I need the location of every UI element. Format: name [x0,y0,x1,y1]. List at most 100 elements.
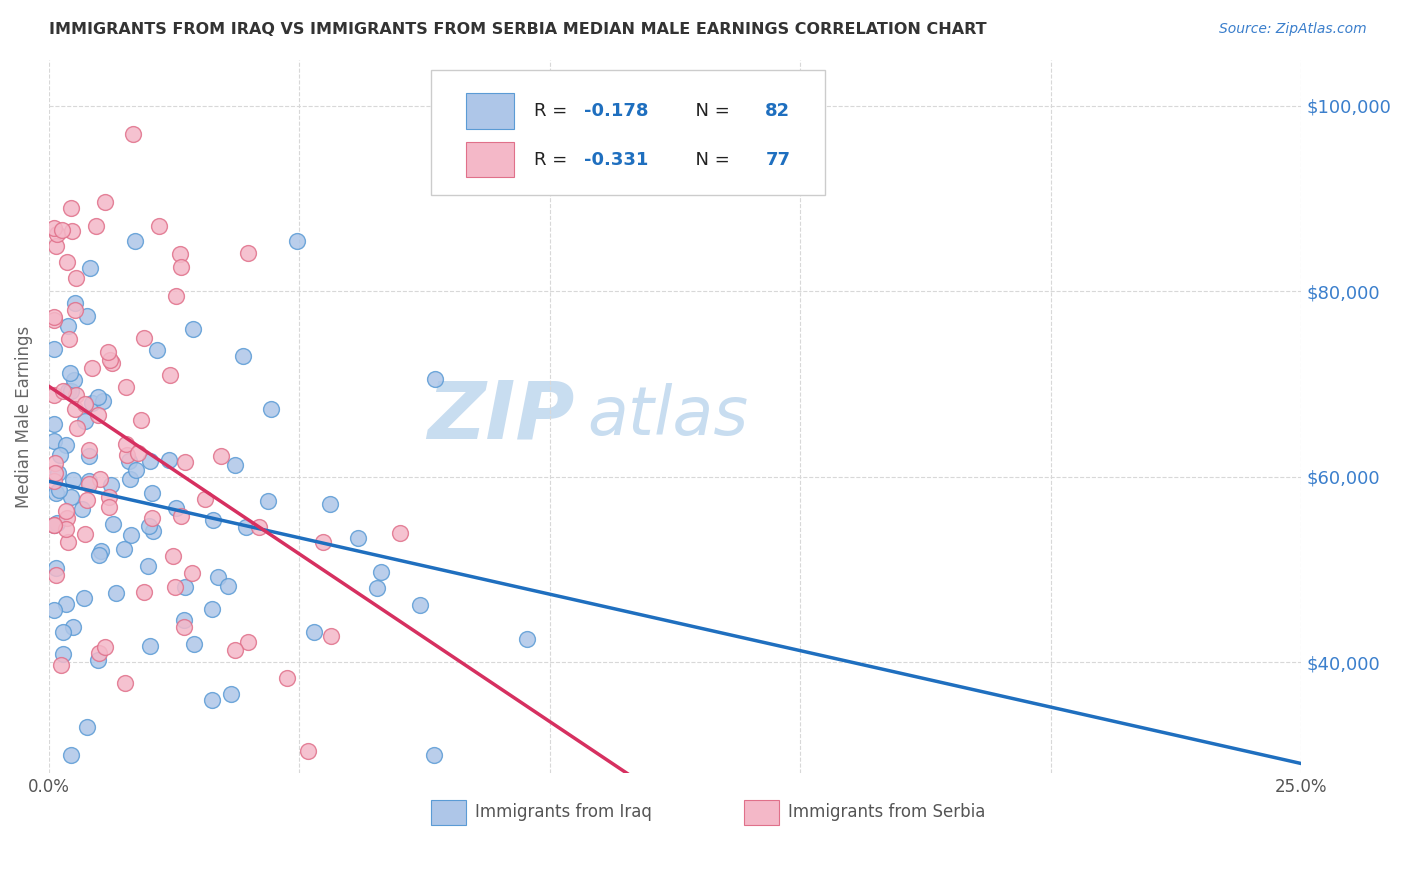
Point [59,201,82,215]
Point [148,219,170,234]
Point [65,388,87,402]
Point [115,436,138,450]
Point [202,513,225,527]
Point [209,450,232,464]
Point [58,332,80,346]
Point [141,511,163,525]
Text: atlas: atlas [588,384,748,450]
Point [124,234,146,248]
Point [100,355,122,369]
Text: R =: R = [534,151,572,169]
Point [409,598,432,612]
Point [97,345,120,359]
FancyBboxPatch shape [465,93,513,128]
Point [165,581,187,595]
Point [181,321,204,335]
Point [201,693,224,707]
Point [45,561,67,575]
Point [60,490,83,504]
Point [76,493,98,508]
Point [207,570,229,584]
Point [276,671,298,685]
Point [44,417,66,431]
Point [138,639,160,653]
Point [173,613,195,627]
Point [347,532,370,546]
Point [79,261,101,276]
Point [63,302,86,317]
Point [259,402,281,417]
Point [247,520,270,534]
Point [45,486,67,500]
Point [55,522,77,536]
Point [87,390,110,404]
Point [112,541,135,556]
Point [169,260,191,274]
Point [77,443,100,458]
Point [200,602,222,616]
Point [89,548,111,562]
Point [51,625,73,640]
Point [76,720,98,734]
Point [75,414,97,428]
Point [56,384,79,398]
Point [170,509,193,524]
Point [42,434,65,449]
Point [141,485,163,500]
Point [42,313,65,327]
Point [127,445,149,459]
Point [49,448,72,462]
Point [165,288,187,302]
Point [157,452,180,467]
Point [236,246,259,260]
Text: 77: 77 [765,151,790,169]
Point [73,526,96,541]
Point [80,360,103,375]
Point [51,222,73,236]
Point [165,501,187,516]
Point [125,463,148,477]
Point [138,519,160,533]
Point [174,455,197,469]
Point [97,500,120,514]
Point [56,254,79,268]
Point [219,687,242,701]
Y-axis label: Median Male Earnings: Median Male Earnings [15,326,32,508]
Point [77,475,100,489]
Point [194,491,217,506]
Point [297,744,319,758]
Point [235,520,257,534]
Point [42,474,65,488]
Point [42,518,65,533]
Point [86,408,108,422]
Point [217,580,239,594]
Point [42,602,65,616]
Text: R =: R = [534,102,572,120]
Point [224,643,246,657]
Point [42,518,65,533]
Point [132,585,155,599]
Point [118,472,141,486]
Point [105,586,128,600]
Point [62,473,84,487]
Point [65,270,87,285]
Point [181,566,204,580]
Point [42,518,65,533]
Point [42,310,65,324]
Point [114,676,136,690]
Point [117,453,139,467]
Text: -0.178: -0.178 [583,102,648,120]
Point [90,543,112,558]
Point [58,366,80,380]
Point [98,352,121,367]
Point [94,640,117,655]
Point [55,503,77,517]
Point [48,483,70,497]
Text: -0.331: -0.331 [583,151,648,169]
Point [91,393,114,408]
Text: 82: 82 [765,102,790,120]
Point [52,384,75,398]
Point [46,467,69,481]
Point [129,413,152,427]
Point [173,580,195,594]
